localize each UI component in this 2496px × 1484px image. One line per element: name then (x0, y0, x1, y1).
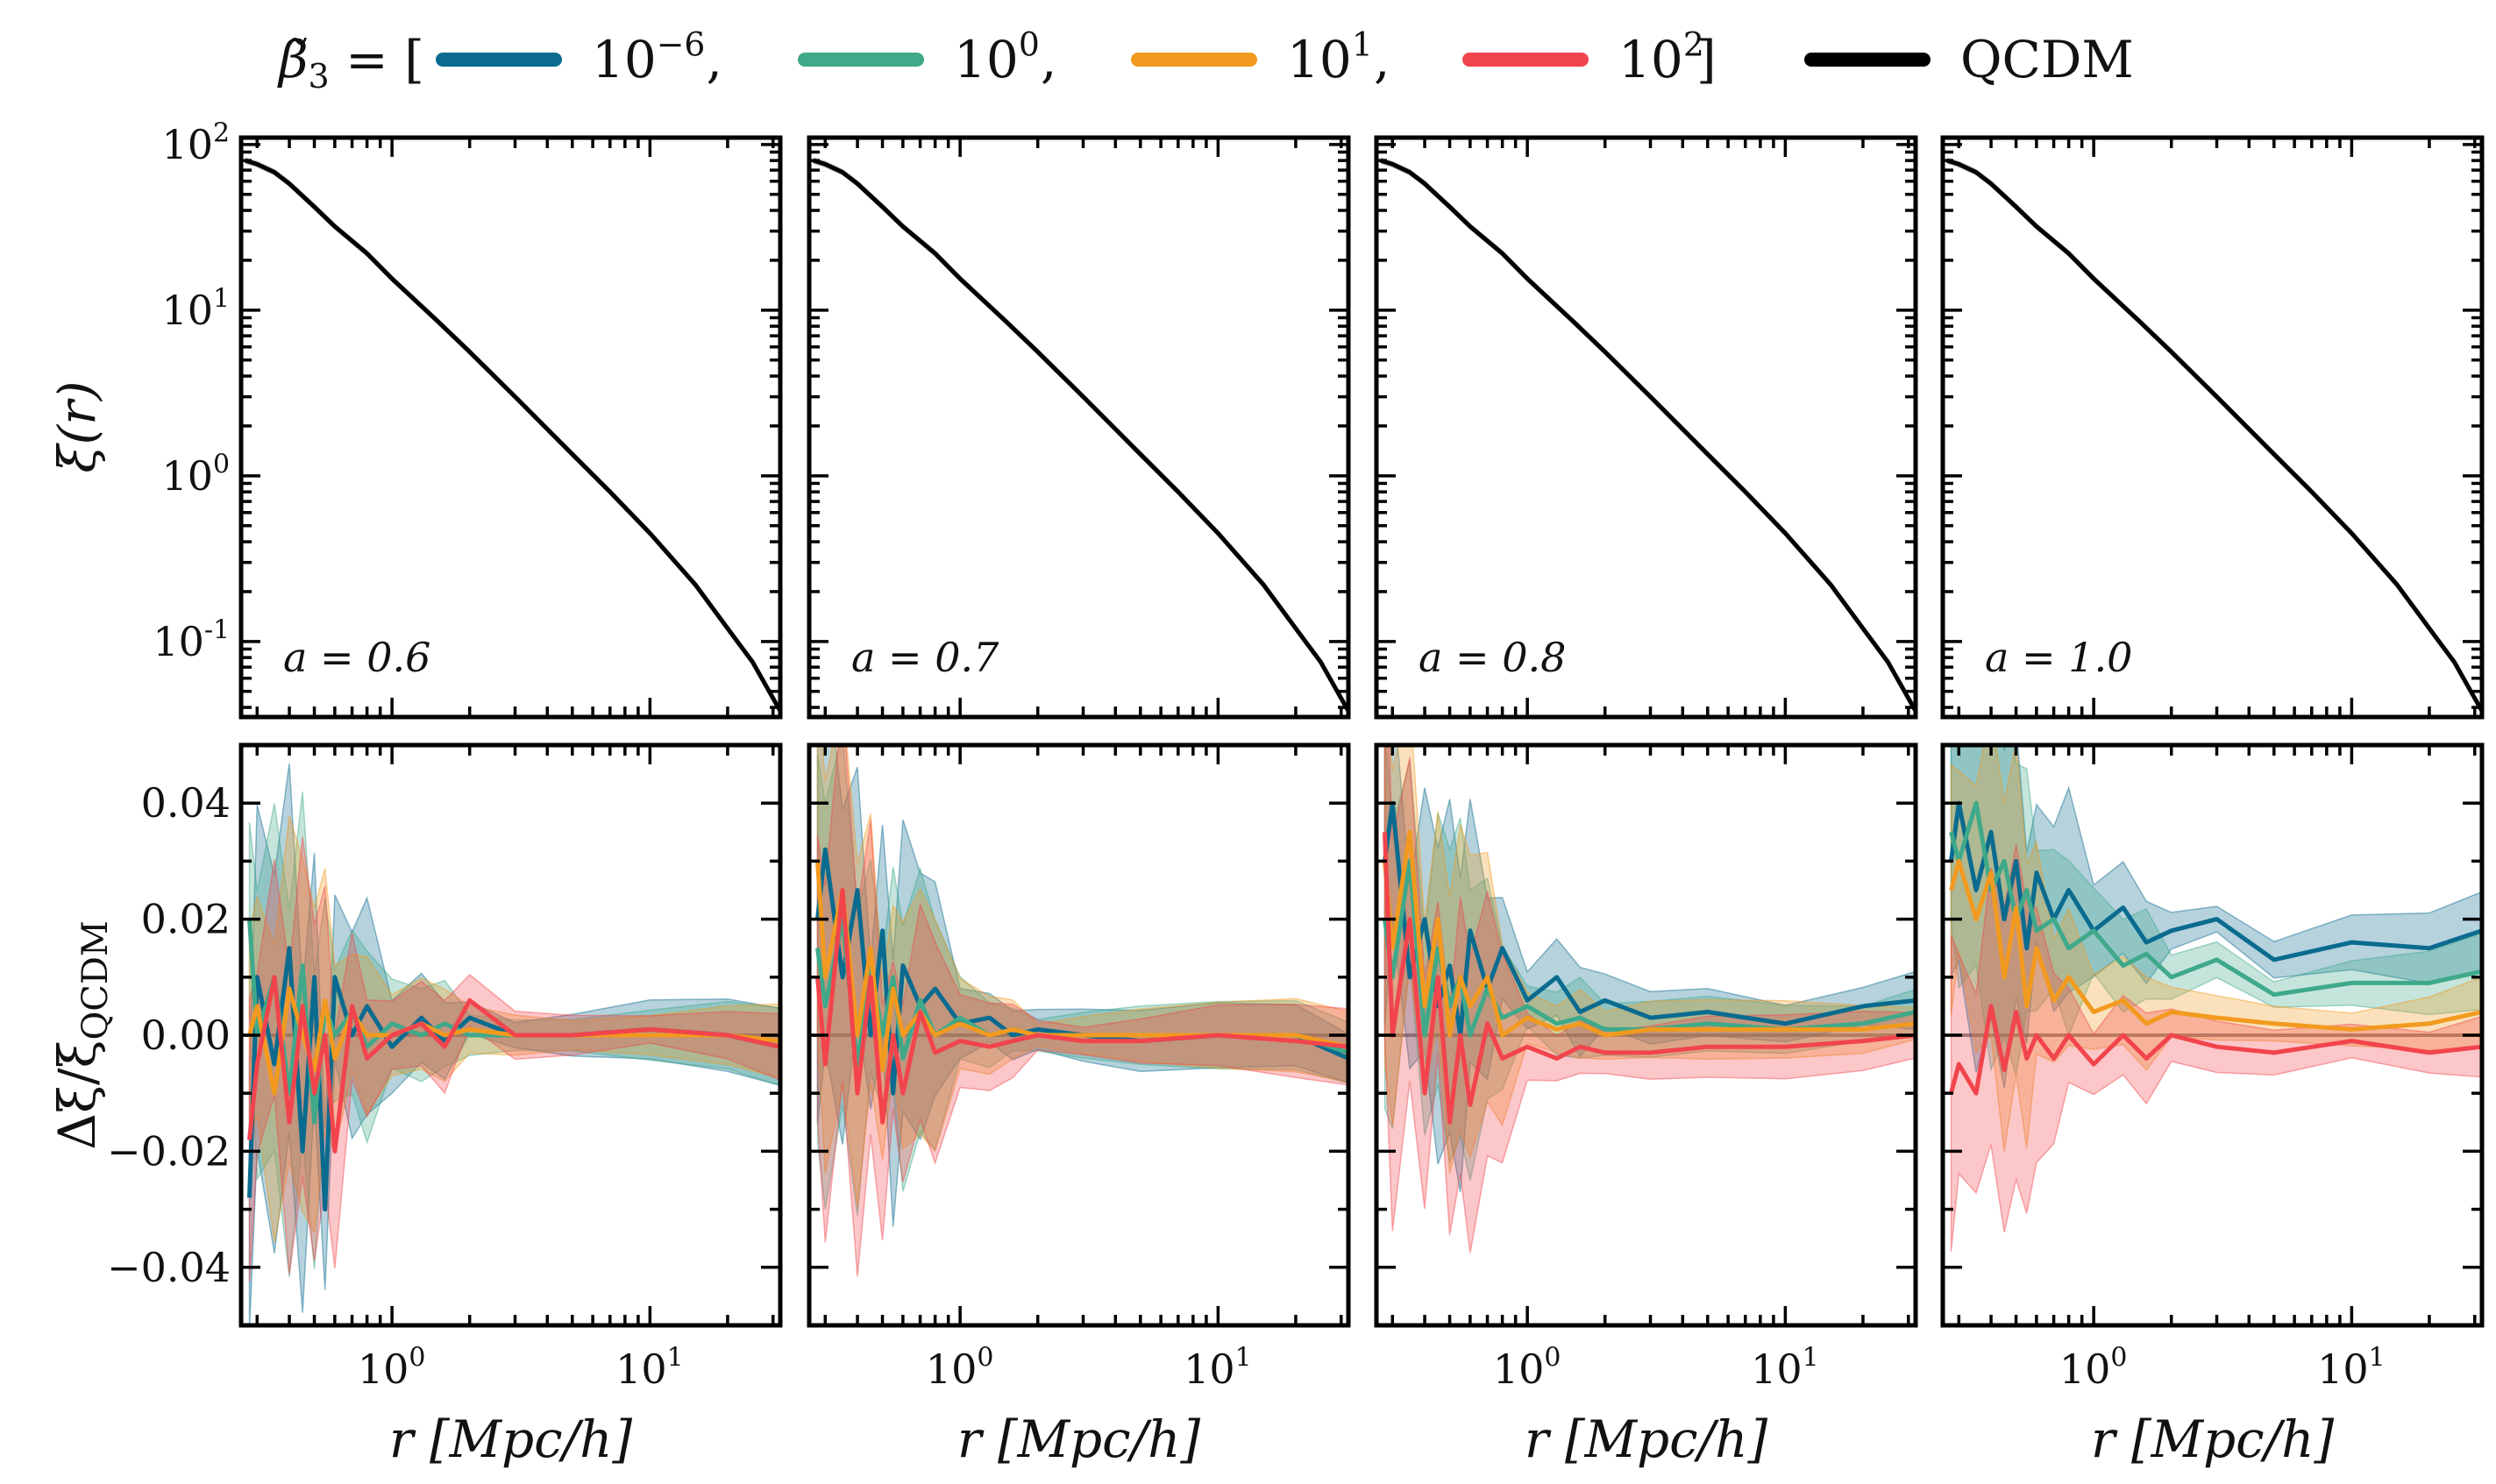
bottom-panel-frame (1374, 742, 1918, 1328)
y-tick-label: 102 (162, 118, 231, 168)
series-band (1950, 745, 2482, 1152)
series-band (816, 745, 1348, 1208)
y-tick-label: 0.02 (141, 896, 231, 943)
x-axis-label: r [Mpc/h] (1525, 1409, 1768, 1469)
x-axis-label: r [Mpc/h] (957, 1409, 1201, 1469)
qcdm-line (1380, 158, 1916, 713)
top-panel-ticks (809, 138, 1348, 717)
bottom-panel-frame (1940, 742, 2485, 1328)
series-line (1949, 800, 2482, 962)
series-line (1383, 800, 1916, 1038)
top-panel-ticks (1376, 138, 1916, 717)
x-tick-label: 100 (2059, 1343, 2129, 1393)
qcdm-line (813, 158, 1348, 713)
series-line (1949, 800, 2482, 998)
series-line (1949, 1004, 2482, 1096)
y-tick-label: −0.04 (107, 1244, 231, 1291)
legend-prefix: β̃3 = [ (277, 30, 424, 96)
qcdm-line (245, 158, 780, 713)
qcdm-line (1946, 158, 2482, 713)
x-tick-label: 101 (2317, 1343, 2386, 1393)
bottom-panel-3: 100 101 (1374, 742, 1918, 1393)
series-line (815, 888, 1348, 1125)
legend-label: QCDM (1960, 30, 2134, 89)
series-line (1949, 858, 2482, 1032)
top-panel-frame (1940, 135, 2485, 720)
top-panel-1: a = 0.6 102 101 100 10-1 (153, 118, 783, 720)
x-axis-label: r [Mpc/h] (389, 1409, 633, 1469)
series-band (1383, 745, 1916, 1253)
top-panel-frame (807, 135, 1351, 720)
y-tick-label: 100 (162, 450, 231, 500)
legend-label: 102 (1618, 25, 1705, 89)
x-tick-label: 101 (1751, 1343, 1820, 1393)
top-panel-frame (1374, 135, 1918, 720)
x-tick-label: 100 (358, 1343, 426, 1393)
y-tick-label: 101 (162, 284, 231, 334)
top-panel-frame (238, 135, 783, 720)
bottom-panel-frame (807, 742, 1351, 1328)
series-line (1383, 829, 1916, 1038)
series-band (248, 836, 780, 1282)
qcdm-band (813, 157, 1348, 715)
axis-labels: r [Mpc/h] r [Mpc/h] r [Mpc/h] r [Mpc/h] ξ(r)… (47, 381, 2335, 1469)
series-band (1383, 745, 1916, 1174)
bottom-y-axis-label: Δξ/ξQCDM (47, 920, 116, 1150)
qcdm-band (1380, 157, 1916, 715)
top-y-axis-label: ξ(r) (47, 381, 107, 473)
legend-label: 101 , (1287, 25, 1390, 89)
y-tick-label: 0.00 (141, 1012, 231, 1059)
y-tick-label: 10-1 (153, 615, 231, 665)
series-band (248, 815, 780, 1243)
legend-label: 10−6 , (592, 25, 722, 89)
x-tick-label: 101 (1184, 1343, 1253, 1393)
bottom-panel-frame (238, 742, 783, 1328)
series-line (247, 975, 780, 1154)
series-line (1383, 858, 1916, 1038)
series-band (1383, 745, 1916, 1181)
panel-annotation: a = 0.6 (283, 634, 430, 681)
panel-annotation: a = 1.0 (1985, 634, 2132, 681)
series-band (1383, 745, 1916, 1193)
x-tick-label: 101 (615, 1343, 685, 1393)
series-band (1950, 745, 2482, 1076)
bottom-panel-2: 100 101 (807, 742, 1351, 1393)
series-line (815, 861, 1348, 1073)
series-band (816, 745, 1348, 1277)
legend-closing-bracket: ] (1696, 30, 1717, 89)
top-panel-4: a = 1.0 (1940, 135, 2485, 720)
legend-label: 100 , (954, 25, 1056, 89)
top-panel-ticks (241, 138, 780, 717)
top-panel-ticks (1943, 138, 2482, 717)
legend: β̃3 = [ 10−6 , 100 , 101 , 102 QCDM] (277, 25, 2134, 96)
bottom-plot-area (1376, 745, 1916, 1253)
x-axis-label: r [Mpc/h] (2091, 1409, 2335, 1469)
series-line (1383, 832, 1916, 1125)
panel-annotation: a = 0.7 (851, 634, 999, 681)
bottom-plot-area (1943, 745, 2482, 1252)
bottom-plot-area (241, 763, 780, 1325)
panel-annotation: a = 0.8 (1419, 634, 1566, 681)
top-panel-3: a = 0.8 (1374, 135, 1918, 720)
bottom-plot-area (809, 745, 1348, 1277)
top-panel-2: a = 0.7 (807, 135, 1351, 720)
qcdm-band (1946, 157, 2482, 715)
y-tick-label: −0.02 (107, 1127, 231, 1175)
panels: a = 0.6 102 101 100 10-1 0.04 0.02 0.00 −0.0… (107, 118, 2485, 1393)
bottom-panel-4: 100 101 (1940, 742, 2485, 1393)
y-tick-label: 0.04 (141, 779, 231, 827)
bottom-panel-1: 0.04 0.02 0.00 −0.02 −0.04 100 101 (107, 742, 783, 1393)
x-tick-label: 100 (926, 1343, 995, 1393)
x-tick-label: 100 (1493, 1343, 1562, 1393)
series-band (1950, 745, 2482, 1089)
qcdm-band (245, 157, 780, 715)
